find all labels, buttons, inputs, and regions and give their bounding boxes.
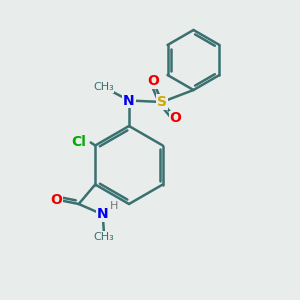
- Text: N: N: [123, 94, 135, 107]
- Text: O: O: [50, 193, 62, 206]
- Text: O: O: [147, 74, 159, 88]
- Text: CH₃: CH₃: [94, 232, 115, 242]
- Text: H: H: [110, 201, 118, 211]
- Text: Cl: Cl: [71, 136, 86, 149]
- Text: O: O: [169, 112, 181, 125]
- Text: S: S: [157, 95, 167, 109]
- Text: N: N: [97, 208, 109, 221]
- Text: CH₃: CH₃: [93, 82, 114, 92]
